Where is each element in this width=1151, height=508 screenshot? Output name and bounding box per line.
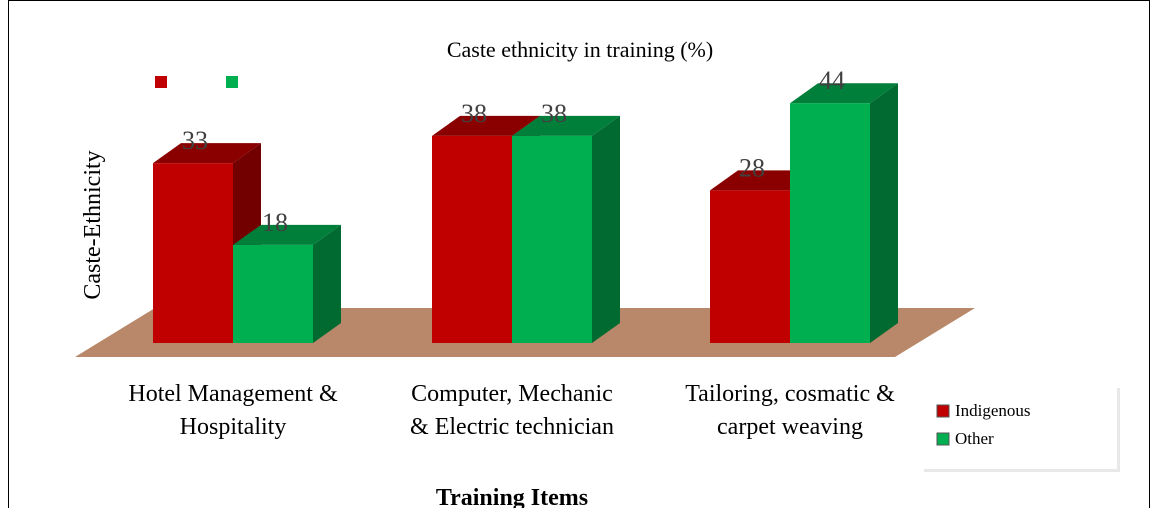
- bar: [233, 224, 341, 343]
- bar-side: [592, 115, 620, 344]
- bar: [512, 115, 620, 344]
- chart-title: Caste ethnicity in training (%): [447, 37, 713, 62]
- bar-side: [870, 83, 898, 343]
- bar-side: [313, 224, 341, 343]
- y-axis-label: Caste-Ethnicity: [80, 150, 106, 299]
- legend-label: Other: [955, 429, 994, 448]
- legend-swatch: [936, 432, 950, 446]
- value-label: 38: [541, 99, 567, 128]
- bar-top: [153, 143, 261, 164]
- bar-top: [432, 115, 540, 136]
- bar-front: [233, 244, 313, 343]
- bar: [790, 83, 898, 343]
- x-tick-label: Computer, Mechanic & Electric technician: [410, 381, 614, 440]
- bar-top: [790, 83, 898, 104]
- labels: 33 18 38 38 28 44: [182, 66, 845, 237]
- value-label: 28: [739, 153, 765, 182]
- bar-front: [790, 103, 870, 343]
- bars: [153, 83, 898, 344]
- legend: [921, 385, 1117, 469]
- value-label: 38: [461, 99, 487, 128]
- x-axis-label: Training Items: [436, 485, 588, 508]
- legend-swatch: [936, 404, 950, 418]
- bar-top: [233, 224, 341, 245]
- bar-front: [153, 163, 233, 343]
- bar-front: [512, 135, 592, 343]
- x-tick-label: Hotel Management & Hospitality: [128, 381, 338, 440]
- value-label: 44: [819, 66, 845, 95]
- value-label: 18: [262, 208, 288, 237]
- legend-artifact: [155, 76, 167, 88]
- legend-label: Indigenous: [955, 401, 1031, 420]
- bar-top: [512, 115, 620, 136]
- x-tick-label: Tailoring, cosmatic & carpet weaving: [685, 381, 895, 440]
- legend-artifact: [226, 76, 238, 88]
- bar-front: [432, 135, 512, 343]
- bar-front: [710, 190, 790, 343]
- value-label: 33: [182, 126, 208, 155]
